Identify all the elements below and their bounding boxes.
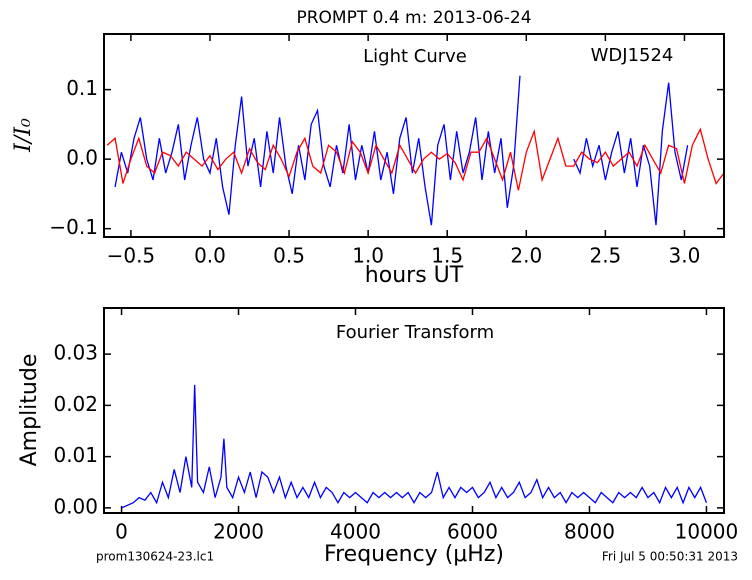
x-tick-label: 2.0: [510, 244, 542, 268]
x-tick-label: −0.5: [107, 244, 156, 268]
footer-right: Fri Jul 5 00:50:31 2013: [602, 550, 738, 564]
plot-frame: [103, 33, 725, 238]
data-line: [106, 127, 724, 191]
y-axis-label: Amplitude: [17, 354, 42, 467]
plot-frame: [103, 307, 725, 514]
y-tick-label: 0.0: [66, 146, 98, 170]
x-tick-label: 3.0: [669, 244, 701, 268]
y-tick-label: 0.00: [53, 494, 98, 518]
y-tick-label: 0.01: [53, 443, 98, 467]
annotation: Light Curve: [363, 46, 467, 67]
annotation: WDJ1524: [591, 45, 674, 66]
x-axis-label: hours UT: [365, 263, 464, 288]
x-tick-label: 10000: [675, 520, 739, 544]
y-tick-label: 0.1: [66, 76, 98, 100]
x-tick-label: 0.5: [273, 244, 305, 268]
x-tick-label: 8000: [564, 520, 615, 544]
chart-title: PROMPT 0.4 m: 2013-06-24: [296, 8, 531, 28]
x-tick-label: 2.5: [589, 244, 621, 268]
y-tick-label: 0.02: [53, 392, 98, 416]
x-tick-label: 2000: [213, 520, 264, 544]
x-tick-label: 0: [115, 520, 128, 544]
x-tick-label: 6000: [447, 520, 498, 544]
x-axis-label: Frequency (μHz): [324, 542, 504, 567]
y-axis-label: I/I₀: [11, 118, 36, 153]
footer-left: prom130624-23.lc1: [96, 550, 214, 564]
data-line: [114, 75, 689, 226]
y-tick-label: 0.03: [53, 341, 98, 365]
x-tick-label: 0.0: [194, 244, 226, 268]
x-tick-label: 1.5: [431, 244, 463, 268]
x-tick-label: 1.0: [352, 244, 384, 268]
y-tick-label: −0.1: [49, 215, 98, 239]
x-tick-label: 4000: [330, 520, 381, 544]
data-line: [121, 384, 708, 509]
annotation: Fourier Transform: [336, 322, 494, 343]
